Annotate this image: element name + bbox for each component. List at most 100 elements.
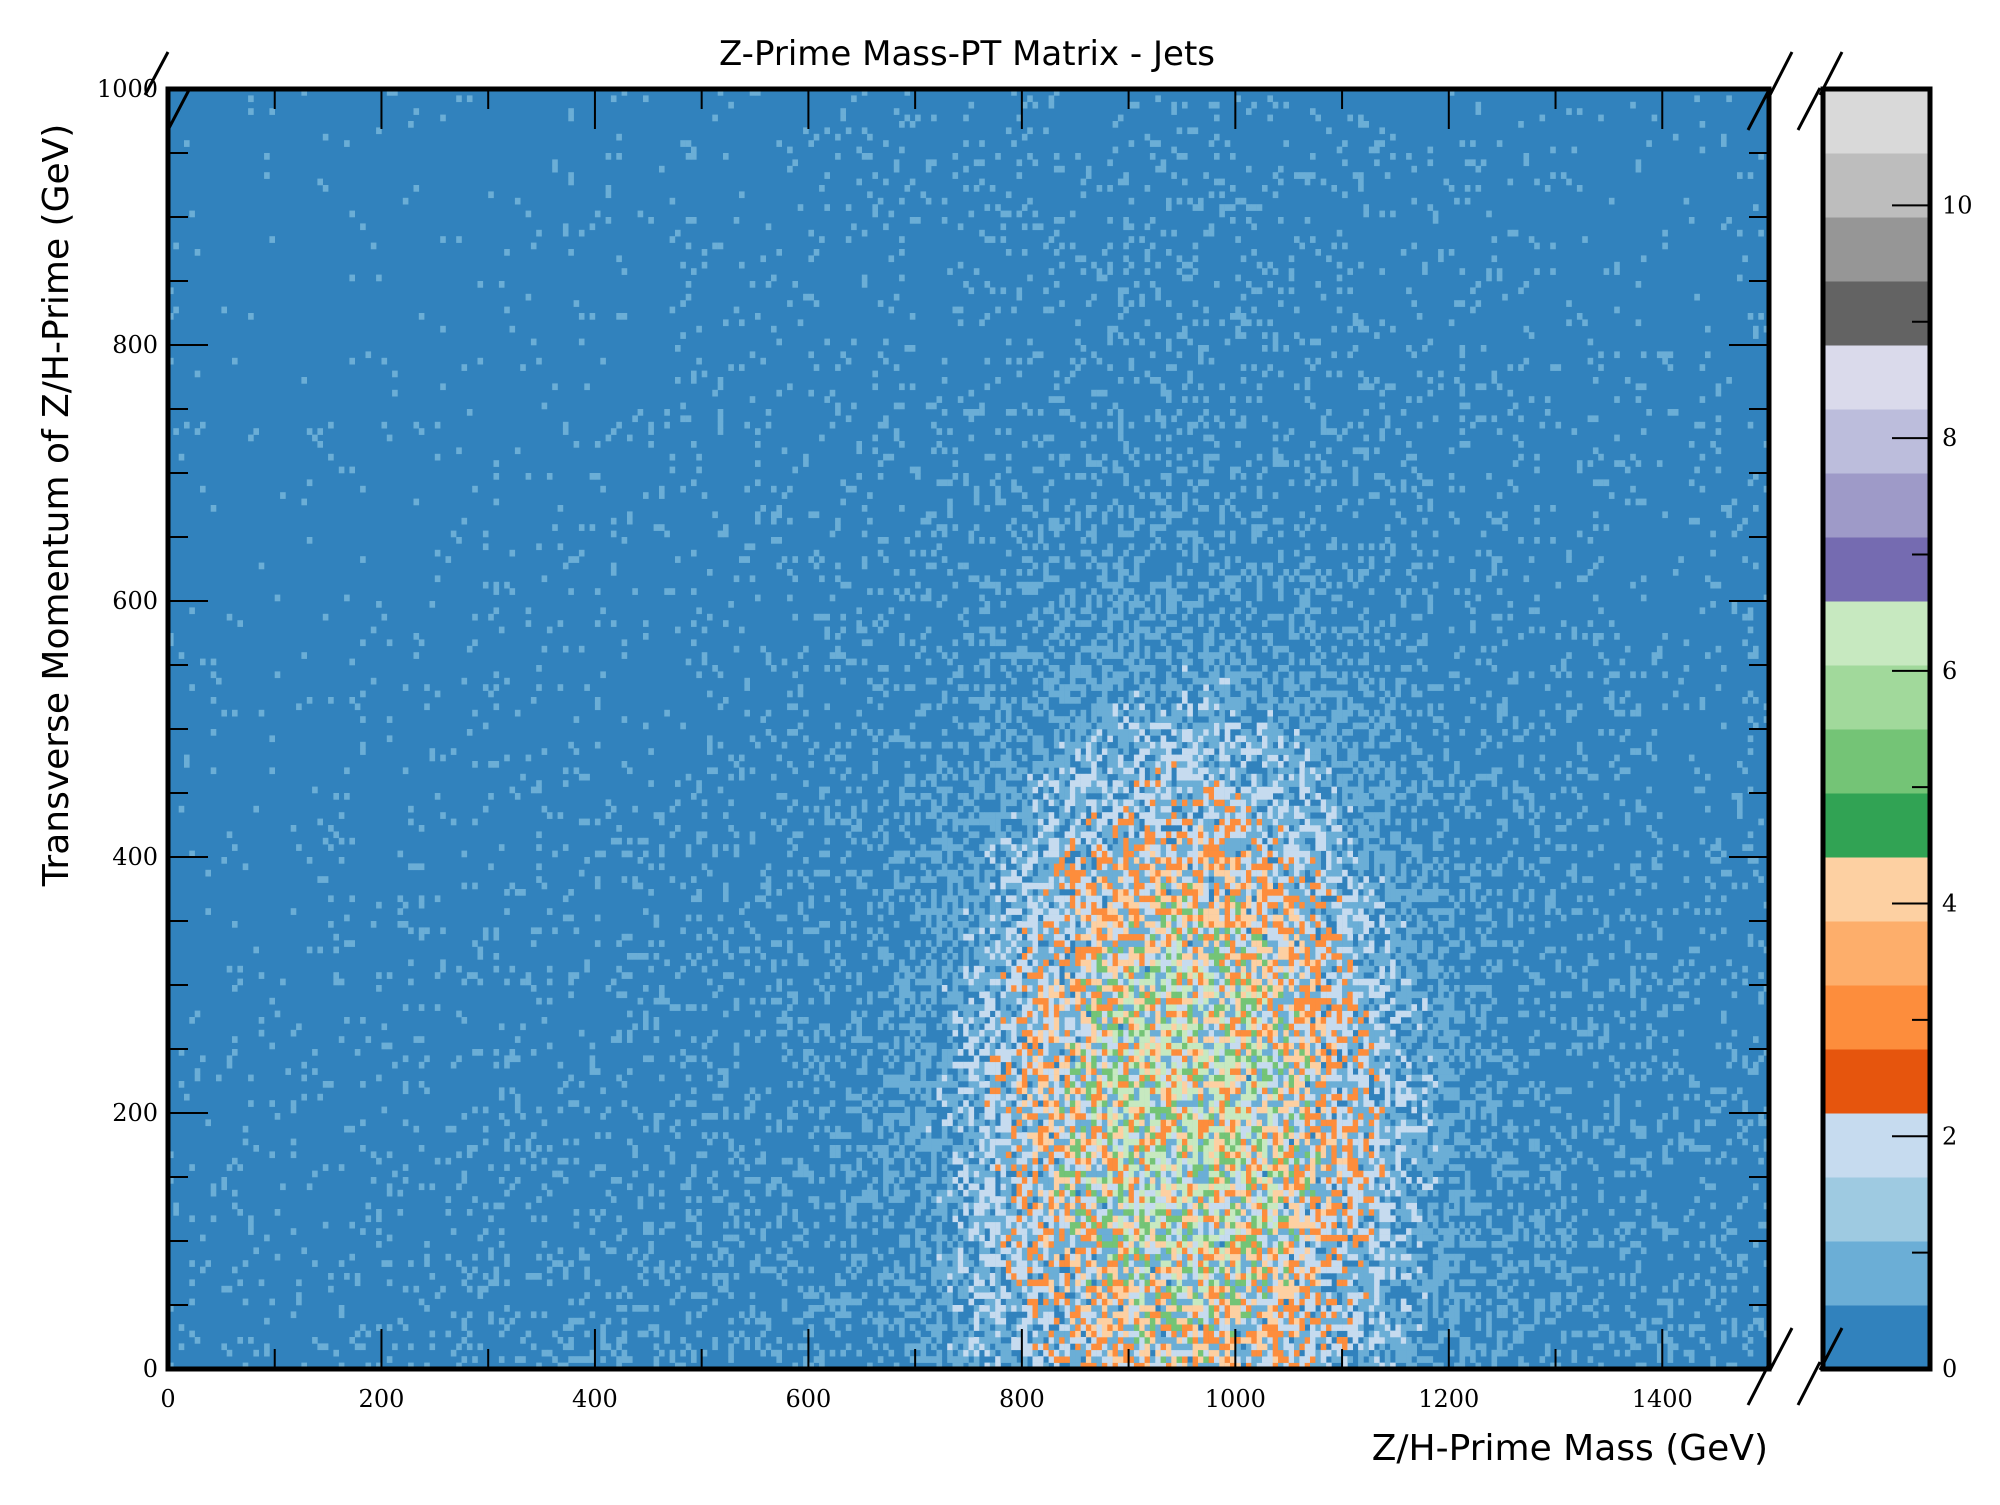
heatmap-cell: [696, 889, 702, 896]
heatmap-cell: [1027, 1260, 1033, 1267]
heatmap-cell: [952, 1113, 959, 1120]
heatmap-cell: [1059, 1305, 1065, 1312]
heatmap-cell: [1021, 1023, 1028, 1031]
heatmap-cell: [659, 1202, 665, 1210]
heatmap-cell: [1000, 1305, 1007, 1312]
heatmap-cell: [1027, 1036, 1033, 1043]
heatmap-cell: [541, 1215, 548, 1223]
heatmap-cell: [1037, 1330, 1044, 1338]
heatmap-cell: [616, 1029, 622, 1037]
heatmap-cell: [1032, 223, 1039, 231]
heatmap-cell: [792, 159, 798, 167]
heatmap-cell: [755, 1010, 761, 1018]
heatmap-cell: [1037, 530, 1044, 538]
heatmap-cell: [344, 1125, 350, 1133]
heatmap-cell: [1021, 882, 1028, 890]
heatmap-cell: [840, 351, 846, 359]
heatmap-cell: [1021, 223, 1028, 231]
heatmap-cell: [1032, 895, 1039, 903]
heatmap-cell: [963, 869, 969, 877]
heatmap-cell: [1053, 1106, 1060, 1114]
heatmap-cell: [824, 338, 830, 346]
heatmap-cell: [1005, 652, 1012, 659]
heatmap-cell: [723, 1081, 729, 1088]
heatmap-cell: [744, 1177, 750, 1184]
heatmap-cell: [904, 741, 911, 749]
heatmap-cell: [290, 1100, 297, 1107]
heatmap-cell: [1011, 1234, 1017, 1242]
heatmap-cell: [904, 1164, 911, 1171]
heatmap-cell: [1048, 607, 1055, 615]
heatmap-cell: [1059, 639, 1065, 647]
heatmap-cell: [840, 857, 846, 864]
heatmap-cell: [1032, 1356, 1039, 1363]
heatmap-cell: [979, 946, 985, 954]
heatmap-cell: [514, 1036, 521, 1043]
heatmap-cell: [899, 857, 905, 864]
heatmap-cell: [685, 293, 692, 301]
heatmap-cell: [808, 882, 814, 890]
heatmap-cell: [1011, 1266, 1017, 1274]
heatmap-cell: [963, 1074, 969, 1082]
heatmap-cell: [1000, 793, 1007, 800]
heatmap-cell: [925, 978, 932, 986]
heatmap-cell: [1053, 1189, 1060, 1197]
heatmap-cell: [701, 1042, 708, 1050]
heatmap-cell: [979, 1119, 985, 1127]
heatmap-cell: [472, 818, 478, 826]
heatmap-cell: [1048, 997, 1055, 1005]
heatmap-cell: [952, 1029, 959, 1037]
heatmap-cell: [787, 300, 793, 307]
heatmap-cell: [909, 1260, 916, 1267]
heatmap-cell: [995, 639, 1001, 647]
heatmap-cell: [1053, 229, 1060, 237]
heatmap-cell: [648, 940, 654, 947]
heatmap-cell: [979, 882, 985, 890]
heatmap-cell: [675, 229, 681, 237]
heatmap-cell: [861, 274, 868, 282]
heatmap-cell: [941, 965, 948, 973]
heatmap-cell: [472, 613, 478, 621]
heatmap-cell: [381, 1106, 388, 1114]
heatmap-cell: [979, 1202, 985, 1210]
heatmap-cell: [824, 626, 830, 634]
heatmap-cell: [1021, 1151, 1028, 1159]
heatmap-cell: [1027, 997, 1033, 1005]
heatmap-cell: [1075, 1362, 1081, 1370]
heatmap-cell: [931, 805, 937, 813]
heatmap-cell: [941, 479, 948, 487]
heatmap-cell: [851, 1202, 857, 1210]
heatmap-cell: [893, 1298, 900, 1306]
heatmap-cell: [904, 850, 911, 858]
heatmap-cell: [269, 1042, 275, 1050]
heatmap-cell: [621, 876, 628, 883]
heatmap-cell: [237, 978, 243, 986]
heatmap-cell: [1053, 895, 1060, 903]
heatmap-cell: [717, 409, 724, 416]
heatmap-cell: [925, 940, 932, 947]
heatmap-cell: [312, 1068, 318, 1075]
heatmap-cell: [989, 1029, 996, 1037]
heatmap-cell: [546, 978, 553, 986]
heatmap-cell: [904, 940, 911, 947]
heatmap-cell: [979, 1311, 985, 1319]
heatmap-cell: [931, 1138, 937, 1146]
heatmap-cell: [989, 940, 996, 947]
heatmap-cell: [765, 652, 772, 659]
heatmap-cell: [376, 1074, 382, 1082]
heatmap-cell: [1069, 1074, 1076, 1082]
heatmap-cell: [952, 1125, 959, 1133]
heatmap-cell: [1048, 709, 1055, 717]
heatmap-cell: [1037, 351, 1044, 359]
heatmap-cell: [979, 639, 985, 647]
heatmap-cell: [947, 677, 953, 685]
heatmap-cell: [1027, 1017, 1033, 1024]
heatmap-cell: [514, 889, 521, 896]
heatmap-cell: [488, 191, 494, 199]
heatmap-cell: [1053, 1362, 1060, 1370]
heatmap-cell: [1032, 1145, 1039, 1152]
heatmap-cell: [973, 786, 980, 794]
heatmap-cell: [168, 357, 174, 365]
heatmap-cell: [984, 914, 991, 922]
heatmap-cell: [739, 946, 745, 954]
